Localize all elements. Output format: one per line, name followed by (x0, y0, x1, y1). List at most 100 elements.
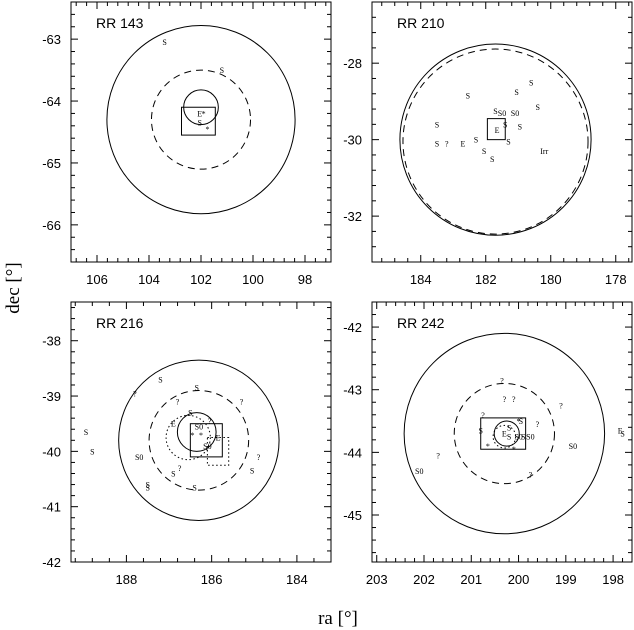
galaxy-mark: S (493, 107, 497, 116)
y-tick-label: -42 (42, 555, 61, 570)
galaxy-mark: S0 (569, 442, 577, 451)
galaxy-mark: S (507, 433, 511, 442)
x-tick-label: 104 (138, 272, 160, 287)
x-axis-label: ra [°] (318, 608, 358, 629)
x-tick-label: 201 (460, 572, 482, 587)
galaxy-mark: S (162, 38, 166, 47)
galaxy-mark: S0 (415, 467, 423, 476)
solid-box (486, 118, 506, 141)
y-tick-label: -28 (343, 56, 362, 71)
galaxy-mark: * (206, 125, 210, 134)
solid-circle (176, 412, 217, 452)
galaxy-mark: * (199, 431, 203, 440)
galaxy-mark: S0 (135, 453, 143, 462)
galaxy-mark: E (502, 430, 507, 439)
x-tick-label: 199 (555, 572, 577, 587)
galaxy-mark: ? (176, 398, 180, 407)
galaxy-mark: S0 (498, 109, 506, 118)
solid-circle (493, 420, 520, 447)
plot-frame (371, 1, 633, 263)
y-tick-label: -45 (343, 508, 362, 523)
galaxy-mark: S (158, 375, 162, 384)
galaxy-mark: S (188, 409, 192, 418)
panel-title: RR 242 (397, 315, 445, 331)
galaxy-mark: Irr (540, 147, 548, 156)
galaxy-mark: S (220, 66, 224, 75)
y-tick-label: -41 (42, 500, 61, 515)
dotted-circle (165, 414, 211, 461)
galaxy-mark: S0 (511, 109, 519, 118)
galaxy-mark: S0 (514, 433, 522, 442)
y-tick-label: -32 (343, 209, 362, 224)
y-tick-label: -42 (343, 320, 362, 335)
galaxy-mark: * (512, 445, 516, 454)
galaxy-mark: ? (512, 395, 516, 404)
y-tick-label: -30 (343, 133, 362, 148)
galaxy-mark: S (479, 426, 483, 435)
galaxy-mark: S (518, 122, 522, 131)
x-tick-label: 184 (410, 272, 432, 287)
panel-4: 203 202 201 200 199 198 -42 -43 -44 -45 RR 242????… (343, 301, 633, 587)
plot-frame (70, 301, 332, 563)
galaxy-mark: S (145, 483, 149, 492)
x-tick-label: 178 (605, 272, 627, 287)
x-tick-label: 202 (413, 572, 435, 587)
galaxy-mark: * (517, 417, 521, 426)
galaxy-mark: S (435, 120, 439, 129)
y-tick-label: -66 (42, 218, 61, 233)
galaxy-mark: S (250, 467, 254, 476)
y-axis-label: dec [°] (3, 262, 24, 313)
galaxy-mark: S (507, 423, 511, 432)
y-tick-label: -38 (42, 334, 61, 349)
galaxy-mark: S (529, 78, 533, 87)
galaxy-mark: S (195, 384, 199, 393)
galaxy-mark: S (536, 103, 540, 112)
solid-circle (399, 43, 592, 236)
galaxy-mark: E (618, 426, 623, 435)
plot-frame (371, 301, 633, 563)
galaxy-mark: E (171, 420, 176, 429)
galaxy-mark: E (197, 109, 202, 118)
galaxy-mark: S (519, 417, 523, 426)
galaxy-mark: ? (445, 139, 449, 148)
x-tick-label: 98 (298, 272, 312, 287)
y-tick-label: -64 (42, 94, 61, 109)
x-tick-label: 200 (508, 572, 530, 587)
galaxy-mark: * (190, 431, 194, 440)
x-tick-label: 182 (475, 272, 497, 287)
solid-circle (403, 332, 606, 535)
x-tick-label: 102 (190, 272, 212, 287)
galaxy-mark: E (216, 434, 221, 443)
x-tick-label: 203 (366, 572, 388, 587)
galaxy-mark: S0 (203, 442, 211, 451)
galaxy-mark: ? (208, 417, 212, 426)
galaxy-mark: ? (529, 470, 533, 479)
x-tick-label: 180 (540, 272, 562, 287)
y-tick-label: -39 (42, 389, 61, 404)
galaxy-mark: S (466, 92, 470, 101)
galaxy-mark: S (84, 428, 88, 437)
x-tick-label: 198 (602, 572, 624, 587)
galaxy-mark: S (435, 139, 439, 148)
galaxy-mark: S (506, 138, 510, 147)
galaxy-mark: S (197, 119, 201, 128)
galaxy-mark: ? (503, 395, 507, 404)
galaxy-mark: E (495, 126, 500, 135)
galaxy-mark: * (486, 442, 490, 451)
galaxy-mark: S (620, 430, 624, 439)
y-tick-label: -65 (42, 156, 61, 171)
x-tick-label: 106 (86, 272, 108, 287)
y-tick-label: -63 (42, 32, 61, 47)
galaxy-mark: S (503, 120, 507, 129)
galaxy-mark: ? (436, 451, 440, 460)
y-tick-label: -40 (42, 444, 61, 459)
galaxy-mark: ? (257, 453, 261, 462)
y-tick-label: -44 (343, 445, 362, 460)
y-tick-label: -43 (343, 383, 362, 398)
galaxy-mark: E (461, 139, 466, 148)
galaxy-mark: S0 (195, 422, 203, 431)
galaxy-mark: ? (536, 420, 540, 429)
